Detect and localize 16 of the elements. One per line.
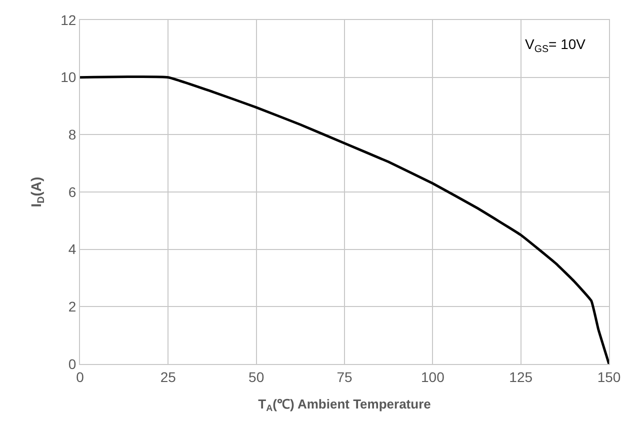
x-axis-title: T$_{A}$(℃) Ambient Temperature <box>258 396 431 414</box>
y-tick-label: 4 <box>68 241 76 258</box>
x-tick-label: 125 <box>509 368 533 385</box>
y-tick-label: 8 <box>68 126 76 143</box>
x-tick-label: 75 <box>336 368 352 385</box>
annotation: V$_{GS}$= 10V <box>525 36 586 55</box>
y-tick-label: 12 <box>60 12 76 28</box>
x-tick-label: 25 <box>160 368 176 385</box>
x-tick-label: 50 <box>248 368 264 385</box>
x-tick-label: 100 <box>420 368 445 385</box>
x-tick-label: 150 <box>597 368 621 385</box>
y-tick-label: 0 <box>68 356 76 372</box>
y-tick-label: 2 <box>68 298 76 315</box>
line-series <box>80 76 609 364</box>
y-tick-label: 10 <box>60 69 76 86</box>
y-tick-label: 6 <box>68 184 76 200</box>
